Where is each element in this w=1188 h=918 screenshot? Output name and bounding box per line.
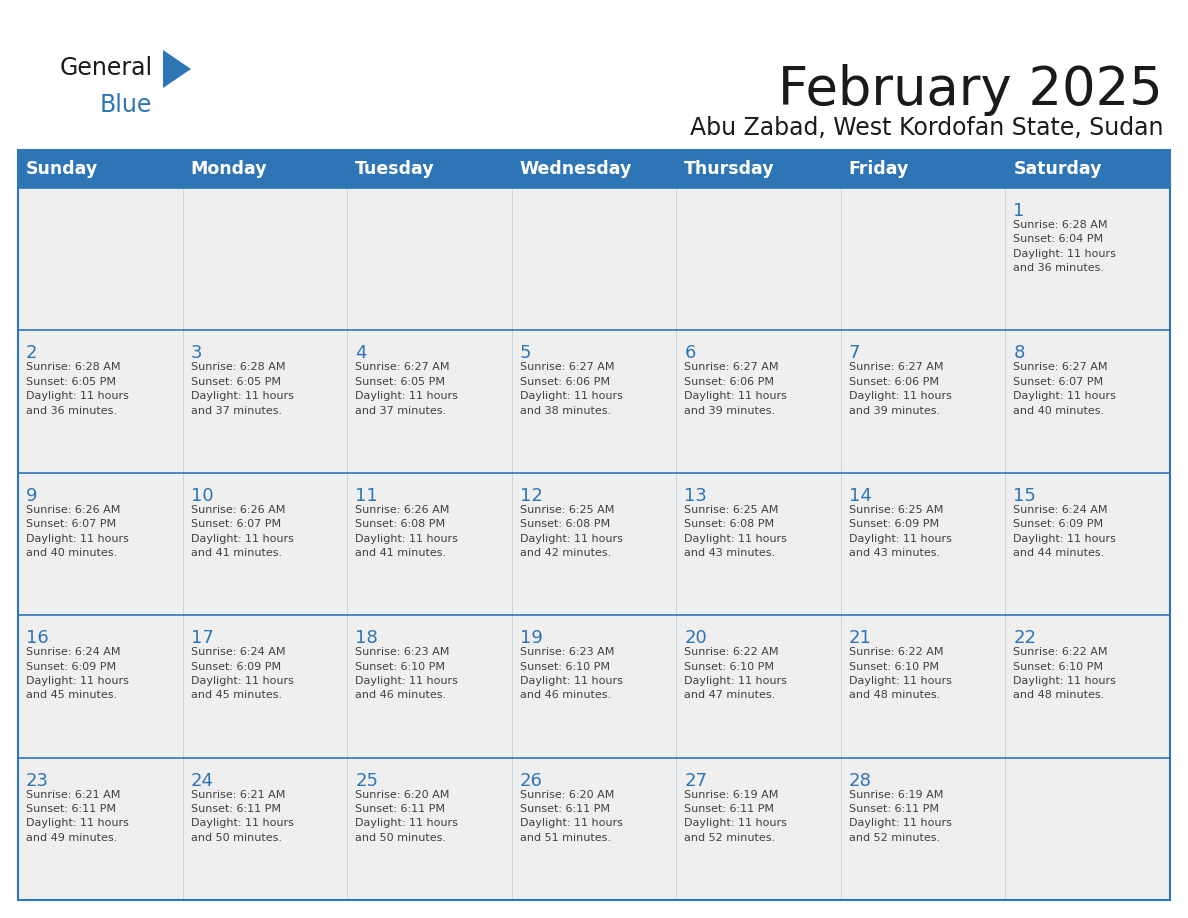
Text: Sunrise: 6:27 AM
Sunset: 6:06 PM
Daylight: 11 hours
and 39 minutes.: Sunrise: 6:27 AM Sunset: 6:06 PM Dayligh… bbox=[849, 363, 952, 416]
Text: Friday: Friday bbox=[849, 160, 909, 178]
Text: February 2025: February 2025 bbox=[778, 64, 1163, 116]
Text: Sunrise: 6:27 AM
Sunset: 6:06 PM
Daylight: 11 hours
and 39 minutes.: Sunrise: 6:27 AM Sunset: 6:06 PM Dayligh… bbox=[684, 363, 788, 416]
Text: 8: 8 bbox=[1013, 344, 1025, 363]
Text: 11: 11 bbox=[355, 487, 378, 505]
Text: Sunrise: 6:27 AM
Sunset: 6:05 PM
Daylight: 11 hours
and 37 minutes.: Sunrise: 6:27 AM Sunset: 6:05 PM Dayligh… bbox=[355, 363, 459, 416]
Text: 13: 13 bbox=[684, 487, 707, 505]
Text: Sunrise: 6:19 AM
Sunset: 6:11 PM
Daylight: 11 hours
and 52 minutes.: Sunrise: 6:19 AM Sunset: 6:11 PM Dayligh… bbox=[684, 789, 788, 843]
Text: 7: 7 bbox=[849, 344, 860, 363]
Text: 10: 10 bbox=[190, 487, 213, 505]
Text: Sunrise: 6:26 AM
Sunset: 6:08 PM
Daylight: 11 hours
and 41 minutes.: Sunrise: 6:26 AM Sunset: 6:08 PM Dayligh… bbox=[355, 505, 459, 558]
Text: Sunrise: 6:22 AM
Sunset: 6:10 PM
Daylight: 11 hours
and 48 minutes.: Sunrise: 6:22 AM Sunset: 6:10 PM Dayligh… bbox=[1013, 647, 1117, 700]
Text: Blue: Blue bbox=[100, 93, 152, 117]
Text: Sunrise: 6:22 AM
Sunset: 6:10 PM
Daylight: 11 hours
and 48 minutes.: Sunrise: 6:22 AM Sunset: 6:10 PM Dayligh… bbox=[849, 647, 952, 700]
Text: 19: 19 bbox=[519, 629, 543, 647]
Text: 4: 4 bbox=[355, 344, 367, 363]
Text: Sunrise: 6:23 AM
Sunset: 6:10 PM
Daylight: 11 hours
and 46 minutes.: Sunrise: 6:23 AM Sunset: 6:10 PM Dayligh… bbox=[519, 647, 623, 700]
Text: 18: 18 bbox=[355, 629, 378, 647]
Text: 25: 25 bbox=[355, 772, 378, 789]
Text: Sunrise: 6:25 AM
Sunset: 6:08 PM
Daylight: 11 hours
and 42 minutes.: Sunrise: 6:25 AM Sunset: 6:08 PM Dayligh… bbox=[519, 505, 623, 558]
Text: 28: 28 bbox=[849, 772, 872, 789]
Text: 20: 20 bbox=[684, 629, 707, 647]
Text: Sunday: Sunday bbox=[26, 160, 99, 178]
Text: Sunrise: 6:19 AM
Sunset: 6:11 PM
Daylight: 11 hours
and 52 minutes.: Sunrise: 6:19 AM Sunset: 6:11 PM Dayligh… bbox=[849, 789, 952, 843]
Text: 27: 27 bbox=[684, 772, 707, 789]
Text: Sunrise: 6:21 AM
Sunset: 6:11 PM
Daylight: 11 hours
and 50 minutes.: Sunrise: 6:21 AM Sunset: 6:11 PM Dayligh… bbox=[190, 789, 293, 843]
Bar bbox=[18, 188, 1170, 330]
Text: Sunrise: 6:20 AM
Sunset: 6:11 PM
Daylight: 11 hours
and 51 minutes.: Sunrise: 6:20 AM Sunset: 6:11 PM Dayligh… bbox=[519, 789, 623, 843]
Text: Sunrise: 6:27 AM
Sunset: 6:06 PM
Daylight: 11 hours
and 38 minutes.: Sunrise: 6:27 AM Sunset: 6:06 PM Dayligh… bbox=[519, 363, 623, 416]
Polygon shape bbox=[163, 50, 191, 88]
Text: Abu Zabad, West Kordofan State, Sudan: Abu Zabad, West Kordofan State, Sudan bbox=[689, 116, 1163, 140]
Text: Sunrise: 6:28 AM
Sunset: 6:04 PM
Daylight: 11 hours
and 36 minutes.: Sunrise: 6:28 AM Sunset: 6:04 PM Dayligh… bbox=[1013, 220, 1117, 274]
Text: Sunrise: 6:25 AM
Sunset: 6:09 PM
Daylight: 11 hours
and 43 minutes.: Sunrise: 6:25 AM Sunset: 6:09 PM Dayligh… bbox=[849, 505, 952, 558]
Text: Sunrise: 6:25 AM
Sunset: 6:08 PM
Daylight: 11 hours
and 43 minutes.: Sunrise: 6:25 AM Sunset: 6:08 PM Dayligh… bbox=[684, 505, 788, 558]
Bar bbox=[18, 615, 1170, 757]
Text: Monday: Monday bbox=[190, 160, 267, 178]
Text: 24: 24 bbox=[190, 772, 214, 789]
Text: 17: 17 bbox=[190, 629, 214, 647]
Text: Tuesday: Tuesday bbox=[355, 160, 435, 178]
Bar bbox=[18, 330, 1170, 473]
Text: Sunrise: 6:22 AM
Sunset: 6:10 PM
Daylight: 11 hours
and 47 minutes.: Sunrise: 6:22 AM Sunset: 6:10 PM Dayligh… bbox=[684, 647, 788, 700]
Text: 22: 22 bbox=[1013, 629, 1036, 647]
Text: Sunrise: 6:23 AM
Sunset: 6:10 PM
Daylight: 11 hours
and 46 minutes.: Sunrise: 6:23 AM Sunset: 6:10 PM Dayligh… bbox=[355, 647, 459, 700]
Text: Thursday: Thursday bbox=[684, 160, 775, 178]
Text: 26: 26 bbox=[519, 772, 543, 789]
Text: Wednesday: Wednesday bbox=[519, 160, 632, 178]
Text: 16: 16 bbox=[26, 629, 49, 647]
Text: Sunrise: 6:20 AM
Sunset: 6:11 PM
Daylight: 11 hours
and 50 minutes.: Sunrise: 6:20 AM Sunset: 6:11 PM Dayligh… bbox=[355, 789, 459, 843]
Text: 15: 15 bbox=[1013, 487, 1036, 505]
Bar bbox=[18, 473, 1170, 615]
Text: Sunrise: 6:26 AM
Sunset: 6:07 PM
Daylight: 11 hours
and 41 minutes.: Sunrise: 6:26 AM Sunset: 6:07 PM Dayligh… bbox=[190, 505, 293, 558]
Bar bbox=[18, 757, 1170, 900]
Text: 2: 2 bbox=[26, 344, 38, 363]
Text: Sunrise: 6:21 AM
Sunset: 6:11 PM
Daylight: 11 hours
and 49 minutes.: Sunrise: 6:21 AM Sunset: 6:11 PM Dayligh… bbox=[26, 789, 128, 843]
Text: 3: 3 bbox=[190, 344, 202, 363]
Text: 21: 21 bbox=[849, 629, 872, 647]
Text: Saturday: Saturday bbox=[1013, 160, 1102, 178]
Bar bbox=[18, 150, 1170, 188]
Text: General: General bbox=[61, 56, 153, 80]
Text: 1: 1 bbox=[1013, 202, 1025, 220]
Text: 14: 14 bbox=[849, 487, 872, 505]
Text: Sunrise: 6:24 AM
Sunset: 6:09 PM
Daylight: 11 hours
and 45 minutes.: Sunrise: 6:24 AM Sunset: 6:09 PM Dayligh… bbox=[190, 647, 293, 700]
Text: Sunrise: 6:28 AM
Sunset: 6:05 PM
Daylight: 11 hours
and 37 minutes.: Sunrise: 6:28 AM Sunset: 6:05 PM Dayligh… bbox=[190, 363, 293, 416]
Text: Sunrise: 6:24 AM
Sunset: 6:09 PM
Daylight: 11 hours
and 44 minutes.: Sunrise: 6:24 AM Sunset: 6:09 PM Dayligh… bbox=[1013, 505, 1117, 558]
Text: 12: 12 bbox=[519, 487, 543, 505]
Text: 6: 6 bbox=[684, 344, 696, 363]
Text: 9: 9 bbox=[26, 487, 38, 505]
Text: Sunrise: 6:26 AM
Sunset: 6:07 PM
Daylight: 11 hours
and 40 minutes.: Sunrise: 6:26 AM Sunset: 6:07 PM Dayligh… bbox=[26, 505, 128, 558]
Text: 23: 23 bbox=[26, 772, 49, 789]
Text: 5: 5 bbox=[519, 344, 531, 363]
Bar bbox=[18, 150, 1170, 900]
Text: Sunrise: 6:28 AM
Sunset: 6:05 PM
Daylight: 11 hours
and 36 minutes.: Sunrise: 6:28 AM Sunset: 6:05 PM Dayligh… bbox=[26, 363, 128, 416]
Text: Sunrise: 6:24 AM
Sunset: 6:09 PM
Daylight: 11 hours
and 45 minutes.: Sunrise: 6:24 AM Sunset: 6:09 PM Dayligh… bbox=[26, 647, 128, 700]
Text: Sunrise: 6:27 AM
Sunset: 6:07 PM
Daylight: 11 hours
and 40 minutes.: Sunrise: 6:27 AM Sunset: 6:07 PM Dayligh… bbox=[1013, 363, 1117, 416]
